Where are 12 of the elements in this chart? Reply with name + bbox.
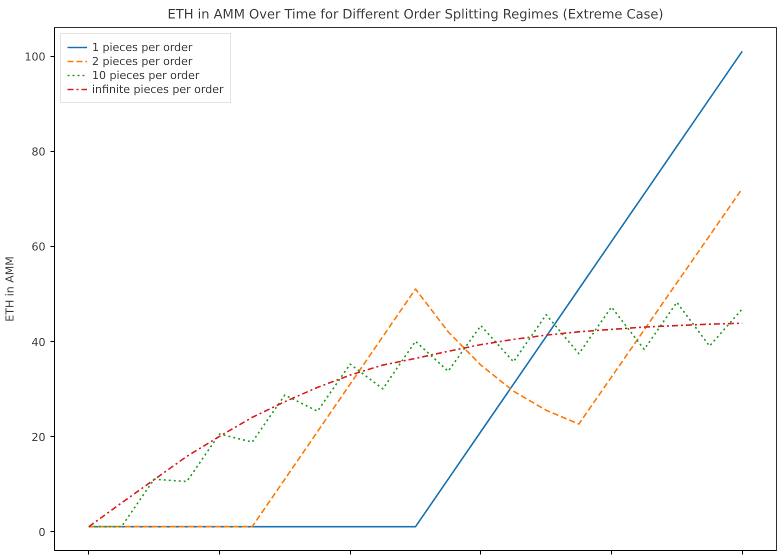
y-tick-label: 60 [32, 240, 46, 254]
legend-label: 1 pieces per order [92, 40, 192, 54]
y-tick-label: 80 [32, 146, 46, 159]
y-tick-label: 100 [24, 50, 46, 64]
y-tick-label: 20 [32, 430, 46, 444]
legend-label: 10 pieces per order [92, 68, 200, 82]
chart-title: ETH in AMM Over Time for Different Order Splitting Regimes (Extreme Case) [168, 8, 664, 22]
y-axis-title: ETH in AMM [4, 256, 17, 322]
legend-label: infinite pieces per order [92, 82, 224, 96]
legend-label: 2 pieces per order [92, 54, 192, 68]
y-tick-label: 40 [32, 336, 46, 349]
y-tick-label: 0 [38, 526, 46, 539]
